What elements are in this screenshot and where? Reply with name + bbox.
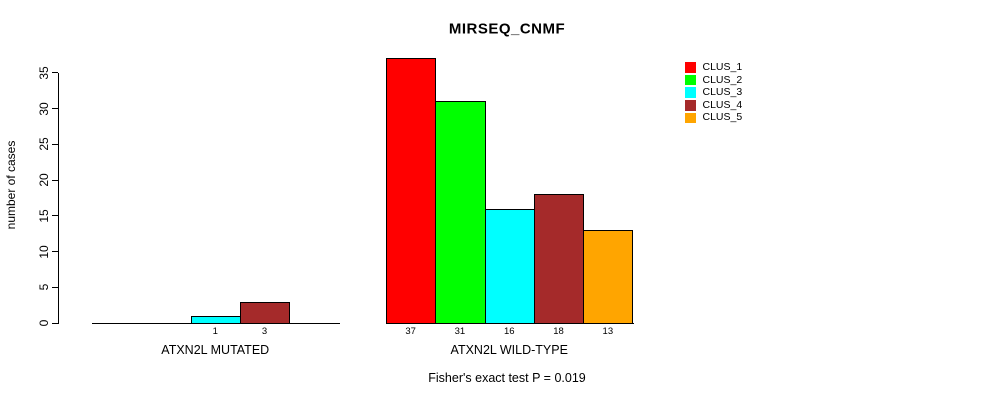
bar-CLUS_4 <box>533 194 585 324</box>
legend-item: CLUS_4 <box>685 98 743 111</box>
bar-value-label: 16 <box>503 326 515 337</box>
bar-value-label: 18 <box>553 326 564 337</box>
y-axis-line <box>58 73 59 324</box>
bar-value-label: 31 <box>454 326 466 337</box>
legend-item-label: CLUS_1 <box>702 61 743 73</box>
y-axis-tick <box>52 215 58 217</box>
bar-value-label: 3 <box>261 326 268 337</box>
bar-value-label: 1 <box>212 326 218 337</box>
fisher-test-annotation: Fisher's exact test P = 0.019 <box>428 371 586 385</box>
legend-item-label: CLUS_4 <box>702 98 743 111</box>
legend-swatch-CLUS_4 <box>685 100 696 111</box>
bar-value-label: 13 <box>602 326 614 337</box>
bar-value-label: 37 <box>405 326 416 337</box>
y-axis-tick <box>52 286 58 288</box>
legend-swatch-CLUS_3 <box>685 87 696 98</box>
bar-CLUS_5 <box>583 230 634 324</box>
legend-swatch-CLUS_2 <box>685 74 696 86</box>
y-axis-tick-label: 15 <box>37 209 51 223</box>
legend-item-label: CLUS_5 <box>702 111 743 124</box>
y-axis-tick-label: 20 <box>37 173 51 187</box>
y-axis-tick <box>52 322 58 324</box>
bar-CLUS_3 <box>190 315 241 324</box>
bar-CLUS_4 <box>239 301 291 324</box>
y-axis-tick <box>52 251 58 252</box>
y-axis-tick-label: 25 <box>37 137 51 151</box>
chart-title: MIRSEQ_CNMF <box>448 20 566 38</box>
legend-item: CLUS_2 <box>685 73 743 86</box>
y-axis-tick-label: 35 <box>37 66 51 80</box>
legend-item: CLUS_5 <box>685 111 743 124</box>
legend-swatch-CLUS_1 <box>685 62 696 73</box>
y-axis-label: number of cases <box>4 140 18 230</box>
y-axis-tick-label: 0 <box>37 319 51 327</box>
group-label: ATXN2L WILD-TYPE <box>450 343 568 357</box>
legend-item-label: CLUS_3 <box>702 86 743 99</box>
bar-CLUS_3 <box>484 208 535 324</box>
y-axis-tick <box>52 108 58 109</box>
legend-item: CLUS_1 <box>685 62 742 73</box>
bar-CLUS_2 <box>435 101 486 324</box>
bar-CLUS_1 <box>386 58 437 324</box>
y-axis-tick <box>52 179 58 181</box>
y-axis-tick-label: 30 <box>37 101 51 116</box>
y-axis-tick <box>52 72 58 74</box>
y-axis-tick-label: 10 <box>37 244 51 259</box>
group-label: ATXN2L MUTATED <box>161 343 270 357</box>
legend-item-label: CLUS_2 <box>702 73 743 86</box>
legend-item: CLUS_3 <box>685 87 742 98</box>
y-axis-tick <box>52 143 58 145</box>
y-axis-tick-label: 5 <box>37 283 51 291</box>
legend-swatch-CLUS_5 <box>685 112 696 124</box>
